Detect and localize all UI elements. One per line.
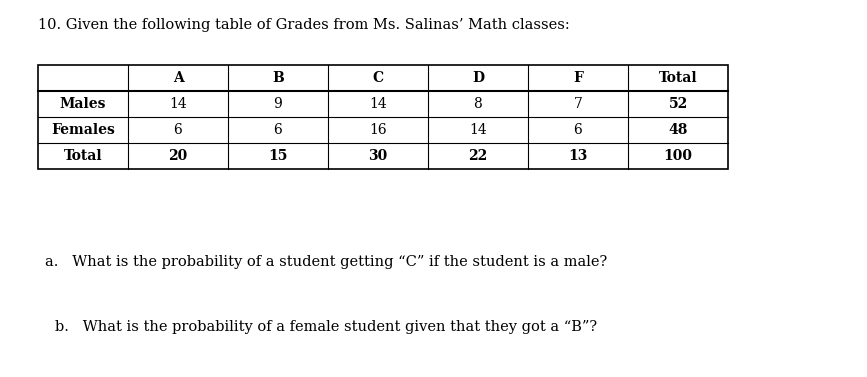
Text: 15: 15: [268, 149, 288, 163]
Text: 10. Given the following table of Grades from Ms. Salinas’ Math classes:: 10. Given the following table of Grades …: [38, 18, 570, 32]
Text: B: B: [272, 71, 284, 85]
Text: 52: 52: [668, 97, 688, 111]
Text: 9: 9: [274, 97, 283, 111]
Text: A: A: [173, 71, 184, 85]
Text: Females: Females: [51, 123, 115, 137]
Text: 6: 6: [173, 123, 182, 137]
Text: 16: 16: [369, 123, 387, 137]
Text: 6: 6: [274, 123, 283, 137]
Text: Males: Males: [60, 97, 107, 111]
Text: 13: 13: [568, 149, 588, 163]
Text: 30: 30: [368, 149, 388, 163]
Text: 22: 22: [468, 149, 487, 163]
Text: D: D: [472, 71, 484, 85]
Text: 6: 6: [574, 123, 583, 137]
Text: a.   What is the probability of a student getting “C” if the student is a male?: a. What is the probability of a student …: [45, 255, 607, 269]
Text: 100: 100: [663, 149, 693, 163]
Text: 14: 14: [469, 123, 487, 137]
Text: 48: 48: [668, 123, 688, 137]
Text: Total: Total: [659, 71, 697, 85]
Text: b.   What is the probability of a female student given that they got a “B”?: b. What is the probability of a female s…: [55, 320, 597, 334]
Text: C: C: [373, 71, 383, 85]
Text: 14: 14: [369, 97, 387, 111]
Text: 20: 20: [168, 149, 187, 163]
Text: 14: 14: [169, 97, 187, 111]
Text: 7: 7: [574, 97, 583, 111]
Text: Total: Total: [63, 149, 102, 163]
Text: 8: 8: [473, 97, 482, 111]
Text: F: F: [573, 71, 583, 85]
Bar: [38, 65, 728, 169]
